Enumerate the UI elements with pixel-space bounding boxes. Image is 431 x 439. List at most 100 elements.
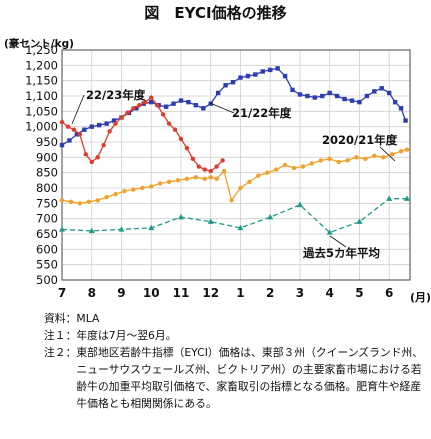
data-point (119, 115, 124, 120)
data-point (208, 168, 213, 174)
data-point (82, 127, 87, 132)
data-point (372, 153, 377, 158)
data-point (125, 110, 130, 116)
data-point (238, 185, 243, 191)
x-tick-label: 6 (385, 286, 393, 300)
label-2122-leader (209, 102, 235, 114)
data-point (207, 218, 214, 224)
data-point (247, 179, 252, 185)
data-point (334, 93, 340, 99)
data-point (273, 167, 279, 172)
data-point (184, 176, 190, 181)
data-point (196, 164, 202, 169)
data-point (260, 69, 265, 74)
data-point (160, 112, 166, 117)
x-tick-label: 9 (117, 286, 125, 300)
data-point (131, 106, 136, 111)
data-point (104, 195, 109, 200)
data-point (104, 121, 109, 126)
x-axis-unit-label: (月) (410, 291, 431, 304)
note-1-text: 年度は7月～翌6月。 (76, 329, 177, 342)
data-point (215, 90, 221, 96)
data-point (86, 199, 91, 204)
data-point (95, 198, 100, 203)
y-tick-label: 850 (36, 166, 58, 180)
x-tick-label: 10 (143, 286, 160, 300)
data-point (245, 73, 251, 79)
data-point (166, 121, 172, 126)
note-2: 注２： 東部地区若齢牛指標（EYCI）価格は、東部３州（クイーンズランド州、ニュ… (44, 344, 424, 412)
series-3 (59, 195, 411, 235)
data-point (220, 158, 225, 163)
data-point (202, 167, 207, 172)
x-tick-label: 8 (88, 286, 96, 300)
data-point (309, 161, 315, 166)
data-point (282, 73, 288, 79)
data-point (404, 147, 410, 152)
data-point (398, 106, 404, 111)
x-tick-label: 3 (296, 286, 304, 300)
y-tick-label: 750 (36, 196, 58, 210)
data-point (386, 90, 392, 96)
data-point (166, 179, 172, 185)
data-point (67, 138, 72, 143)
data-point (178, 136, 184, 142)
note-1: 注１： 年度は7月～翌6月。 (44, 327, 424, 344)
data-point (318, 158, 323, 163)
label-2223: 22/23年度 (86, 88, 146, 102)
x-tick-label: 11 (173, 286, 190, 300)
data-point (95, 155, 100, 160)
y-tick-label: 1,200 (25, 58, 58, 72)
label-2021: 2020/21年度 (322, 133, 398, 147)
data-point (149, 95, 154, 100)
data-point (171, 101, 176, 106)
data-point (178, 98, 184, 103)
note-1-key: 注１： (44, 329, 77, 342)
data-point (268, 67, 273, 73)
data-point (237, 224, 244, 231)
data-point (172, 127, 178, 132)
note-source: 資料： MLA (44, 310, 424, 327)
data-point (238, 75, 243, 80)
y-tick-label: 950 (36, 135, 58, 149)
x-tick-label: 7 (58, 286, 66, 300)
data-point (404, 195, 411, 201)
data-point (386, 195, 393, 201)
data-point (372, 89, 377, 94)
series-line (61, 96, 224, 172)
label-5yr-avg: 過去5カ年平均 (302, 246, 380, 260)
notes-section: 資料： MLA 注１： 年度は7月～翌6月。 注２： 東部地区若齢牛指標（EYC… (44, 310, 424, 412)
data-point (300, 164, 306, 169)
x-tick-label: 5 (355, 286, 363, 300)
series-2 (59, 147, 410, 206)
data-point (143, 99, 148, 105)
data-point (137, 103, 142, 108)
y-axis-unit-label: (豪セント/kg) (4, 38, 74, 50)
data-point (208, 175, 213, 180)
series-1 (59, 95, 225, 174)
data-point (149, 184, 154, 189)
y-tick-label: 1,150 (25, 74, 58, 88)
data-point (59, 142, 65, 148)
label-5yr-avg-leader (329, 235, 347, 248)
data-point (214, 176, 219, 181)
chart-series (59, 66, 411, 235)
data-point (122, 188, 127, 194)
data-point (193, 103, 199, 108)
y-tick-label: 650 (36, 227, 58, 241)
data-point (223, 83, 228, 88)
data-point (320, 93, 325, 99)
data-point (363, 156, 368, 162)
data-point (118, 226, 125, 232)
y-tick-label: 800 (36, 181, 58, 195)
data-point (163, 104, 169, 109)
data-point (140, 185, 145, 191)
data-point (177, 213, 184, 220)
data-point (256, 173, 261, 178)
data-point (392, 99, 398, 105)
x-tick-label: 2 (266, 286, 274, 300)
data-point (342, 96, 347, 102)
